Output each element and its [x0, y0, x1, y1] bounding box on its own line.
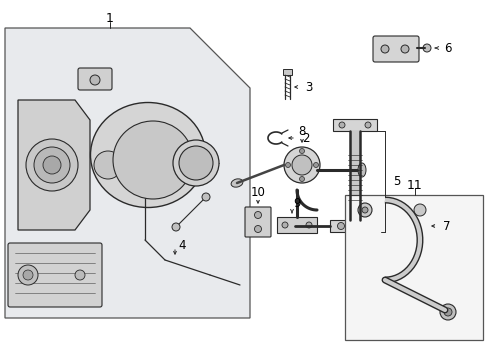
Circle shape: [282, 222, 288, 228]
Polygon shape: [18, 100, 90, 230]
Circle shape: [18, 265, 38, 285]
Text: 10: 10: [250, 185, 266, 198]
Ellipse shape: [202, 193, 210, 201]
Text: 2: 2: [302, 131, 310, 144]
Circle shape: [358, 203, 372, 217]
Text: 6: 6: [444, 41, 451, 54]
Text: 9: 9: [293, 197, 301, 210]
FancyBboxPatch shape: [78, 68, 112, 90]
Text: 4: 4: [178, 239, 186, 252]
Circle shape: [339, 122, 345, 128]
Circle shape: [75, 270, 85, 280]
Circle shape: [292, 155, 312, 175]
Ellipse shape: [179, 146, 213, 180]
Bar: [277, 217, 317, 233]
Circle shape: [23, 270, 33, 280]
Ellipse shape: [172, 223, 180, 231]
Circle shape: [414, 204, 426, 216]
Ellipse shape: [43, 156, 61, 174]
Circle shape: [286, 162, 291, 167]
Ellipse shape: [358, 163, 366, 177]
Text: 11: 11: [407, 179, 423, 192]
Circle shape: [401, 45, 409, 53]
Circle shape: [306, 222, 312, 228]
Text: 7: 7: [443, 220, 450, 233]
Circle shape: [366, 222, 372, 230]
Ellipse shape: [173, 140, 219, 186]
Text: 8: 8: [298, 125, 306, 138]
FancyBboxPatch shape: [245, 207, 271, 237]
Text: 1: 1: [106, 12, 114, 24]
Ellipse shape: [34, 147, 70, 183]
Circle shape: [254, 212, 262, 219]
Circle shape: [299, 176, 304, 181]
FancyBboxPatch shape: [373, 36, 419, 62]
Bar: [283, 69, 292, 75]
FancyBboxPatch shape: [401, 216, 429, 236]
Ellipse shape: [94, 151, 122, 179]
Circle shape: [90, 75, 100, 85]
Circle shape: [444, 308, 452, 316]
Circle shape: [284, 147, 320, 183]
Circle shape: [254, 225, 262, 233]
FancyBboxPatch shape: [8, 243, 102, 307]
Bar: [350, 131, 360, 220]
Bar: [345, 195, 483, 340]
Ellipse shape: [291, 220, 299, 232]
Bar: [333, 119, 377, 131]
Circle shape: [381, 45, 389, 53]
Circle shape: [440, 304, 456, 320]
Circle shape: [365, 122, 371, 128]
Bar: [330, 220, 380, 232]
Text: 3: 3: [305, 81, 313, 94]
Ellipse shape: [26, 139, 78, 191]
Text: 5: 5: [393, 175, 400, 188]
Circle shape: [314, 162, 318, 167]
Circle shape: [423, 44, 431, 52]
Ellipse shape: [231, 179, 243, 187]
Polygon shape: [5, 28, 250, 318]
Circle shape: [338, 222, 344, 230]
Ellipse shape: [91, 103, 205, 207]
Circle shape: [362, 207, 368, 213]
Ellipse shape: [113, 121, 193, 199]
Circle shape: [299, 149, 304, 153]
